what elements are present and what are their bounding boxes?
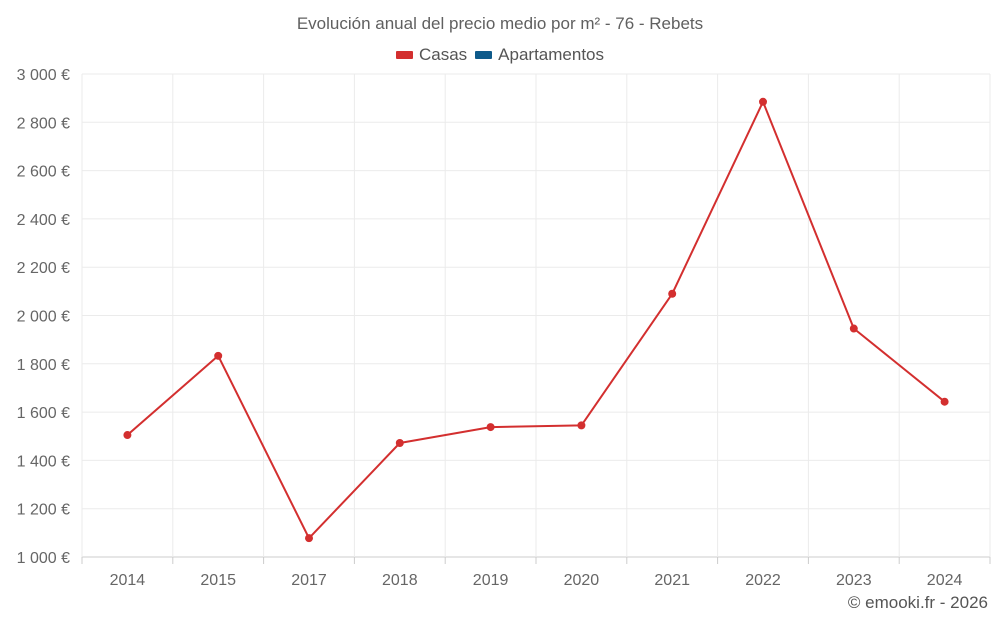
legend-swatch-casas (395, 51, 413, 59)
data-point (849, 324, 858, 333)
x-tick-label: 2019 (473, 572, 509, 589)
data-point (305, 534, 313, 543)
x-tick-label: 2023 (836, 572, 872, 589)
y-tick-label: 2 600 € (17, 164, 70, 181)
x-tick-label: 2024 (927, 572, 963, 589)
y-tick-label: 2 800 € (17, 115, 70, 132)
y-tick-label: 2 200 € (17, 260, 70, 277)
x-tick-label: 2018 (382, 572, 418, 589)
legend-item-apartamentos[interactable]: Apartamentos (475, 45, 604, 65)
x-tick-label: 2017 (291, 572, 327, 589)
credit-text: © emooki.fr - 2026 (847, 593, 988, 612)
chart-legend: Casas Apartamentos (0, 45, 1000, 65)
x-tick-label: 2021 (654, 572, 690, 589)
data-point (577, 421, 586, 430)
y-tick-label: 1 800 € (17, 357, 70, 374)
series-line-casas (126, 100, 946, 540)
y-tick-label: 1 200 € (17, 502, 70, 519)
legend-swatch-apartamentos (475, 51, 493, 59)
x-tick-label: 2014 (110, 572, 146, 589)
x-tick-label: 2015 (200, 572, 236, 589)
legend-item-casas[interactable]: Casas (395, 45, 468, 65)
data-point (123, 431, 132, 440)
data-point (486, 423, 495, 432)
legend-label-apartamentos: Apartamentos (498, 45, 605, 64)
x-tick-label: 2022 (745, 572, 781, 589)
chart-title: Evolución anual del precio medio por m² … (296, 14, 704, 33)
legend-label-casas: Casas (418, 45, 468, 64)
data-point (668, 289, 677, 298)
data-point (759, 97, 767, 106)
data-point (940, 397, 949, 406)
x-tick-label: 2020 (564, 572, 600, 589)
y-tick-label: 3 000 € (17, 67, 70, 84)
y-tick-label: 1 400 € (17, 453, 70, 470)
y-tick-label: 1 000 € (17, 550, 70, 567)
y-tick-label: 2 000 € (17, 309, 70, 326)
y-tick-label: 2 400 € (17, 212, 70, 229)
data-point (214, 351, 223, 360)
data-point (395, 439, 404, 448)
y-tick-label: 1 600 € (17, 405, 70, 422)
